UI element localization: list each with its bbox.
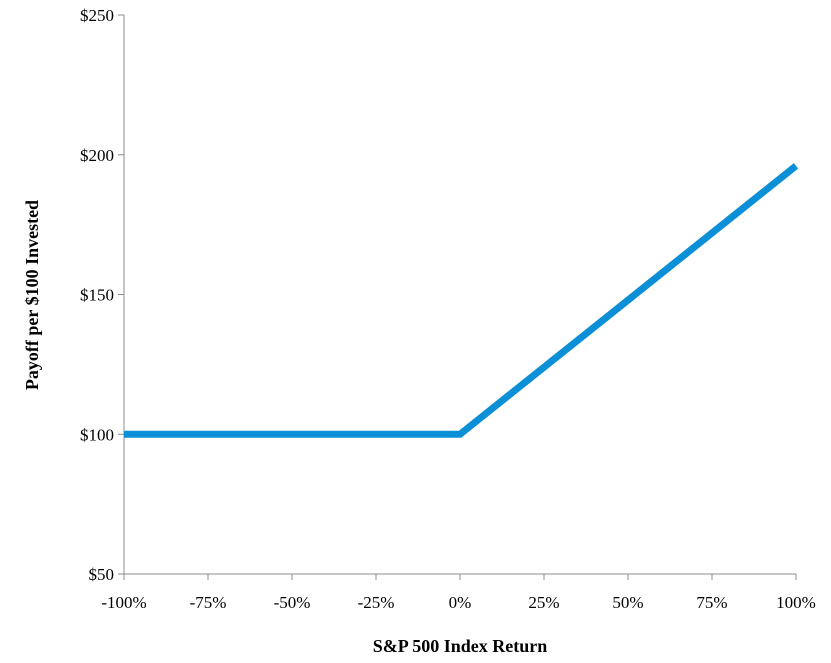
x-ticks: -100% -75% -50% -25% 0% 25% 50% 75% 100%	[101, 574, 816, 612]
x-tick-label: 0%	[449, 593, 472, 612]
x-tick-label: -75%	[190, 593, 227, 612]
x-tick-label: 75%	[696, 593, 727, 612]
y-tick-label: $50	[89, 565, 115, 584]
x-tick-label: -100%	[101, 593, 146, 612]
axes	[123, 15, 796, 575]
y-ticks: $50 $100 $150 $200 $250	[80, 6, 124, 584]
x-tick-label: -25%	[358, 593, 395, 612]
y-tick-label: $100	[80, 425, 114, 444]
x-axis-title: S&P 500 Index Return	[373, 636, 548, 656]
x-tick-label: 25%	[528, 593, 559, 612]
y-tick-label: $200	[80, 146, 114, 165]
y-tick-label: $250	[80, 6, 114, 25]
x-tick-label: 100%	[776, 593, 816, 612]
series-line	[124, 163, 799, 438]
y-tick-label: $150	[80, 286, 114, 305]
series-layer	[124, 163, 799, 438]
x-tick-label: 50%	[612, 593, 643, 612]
y-axis-title: Payoff per $100 Invested	[22, 200, 42, 390]
x-tick-label: -50%	[274, 593, 311, 612]
